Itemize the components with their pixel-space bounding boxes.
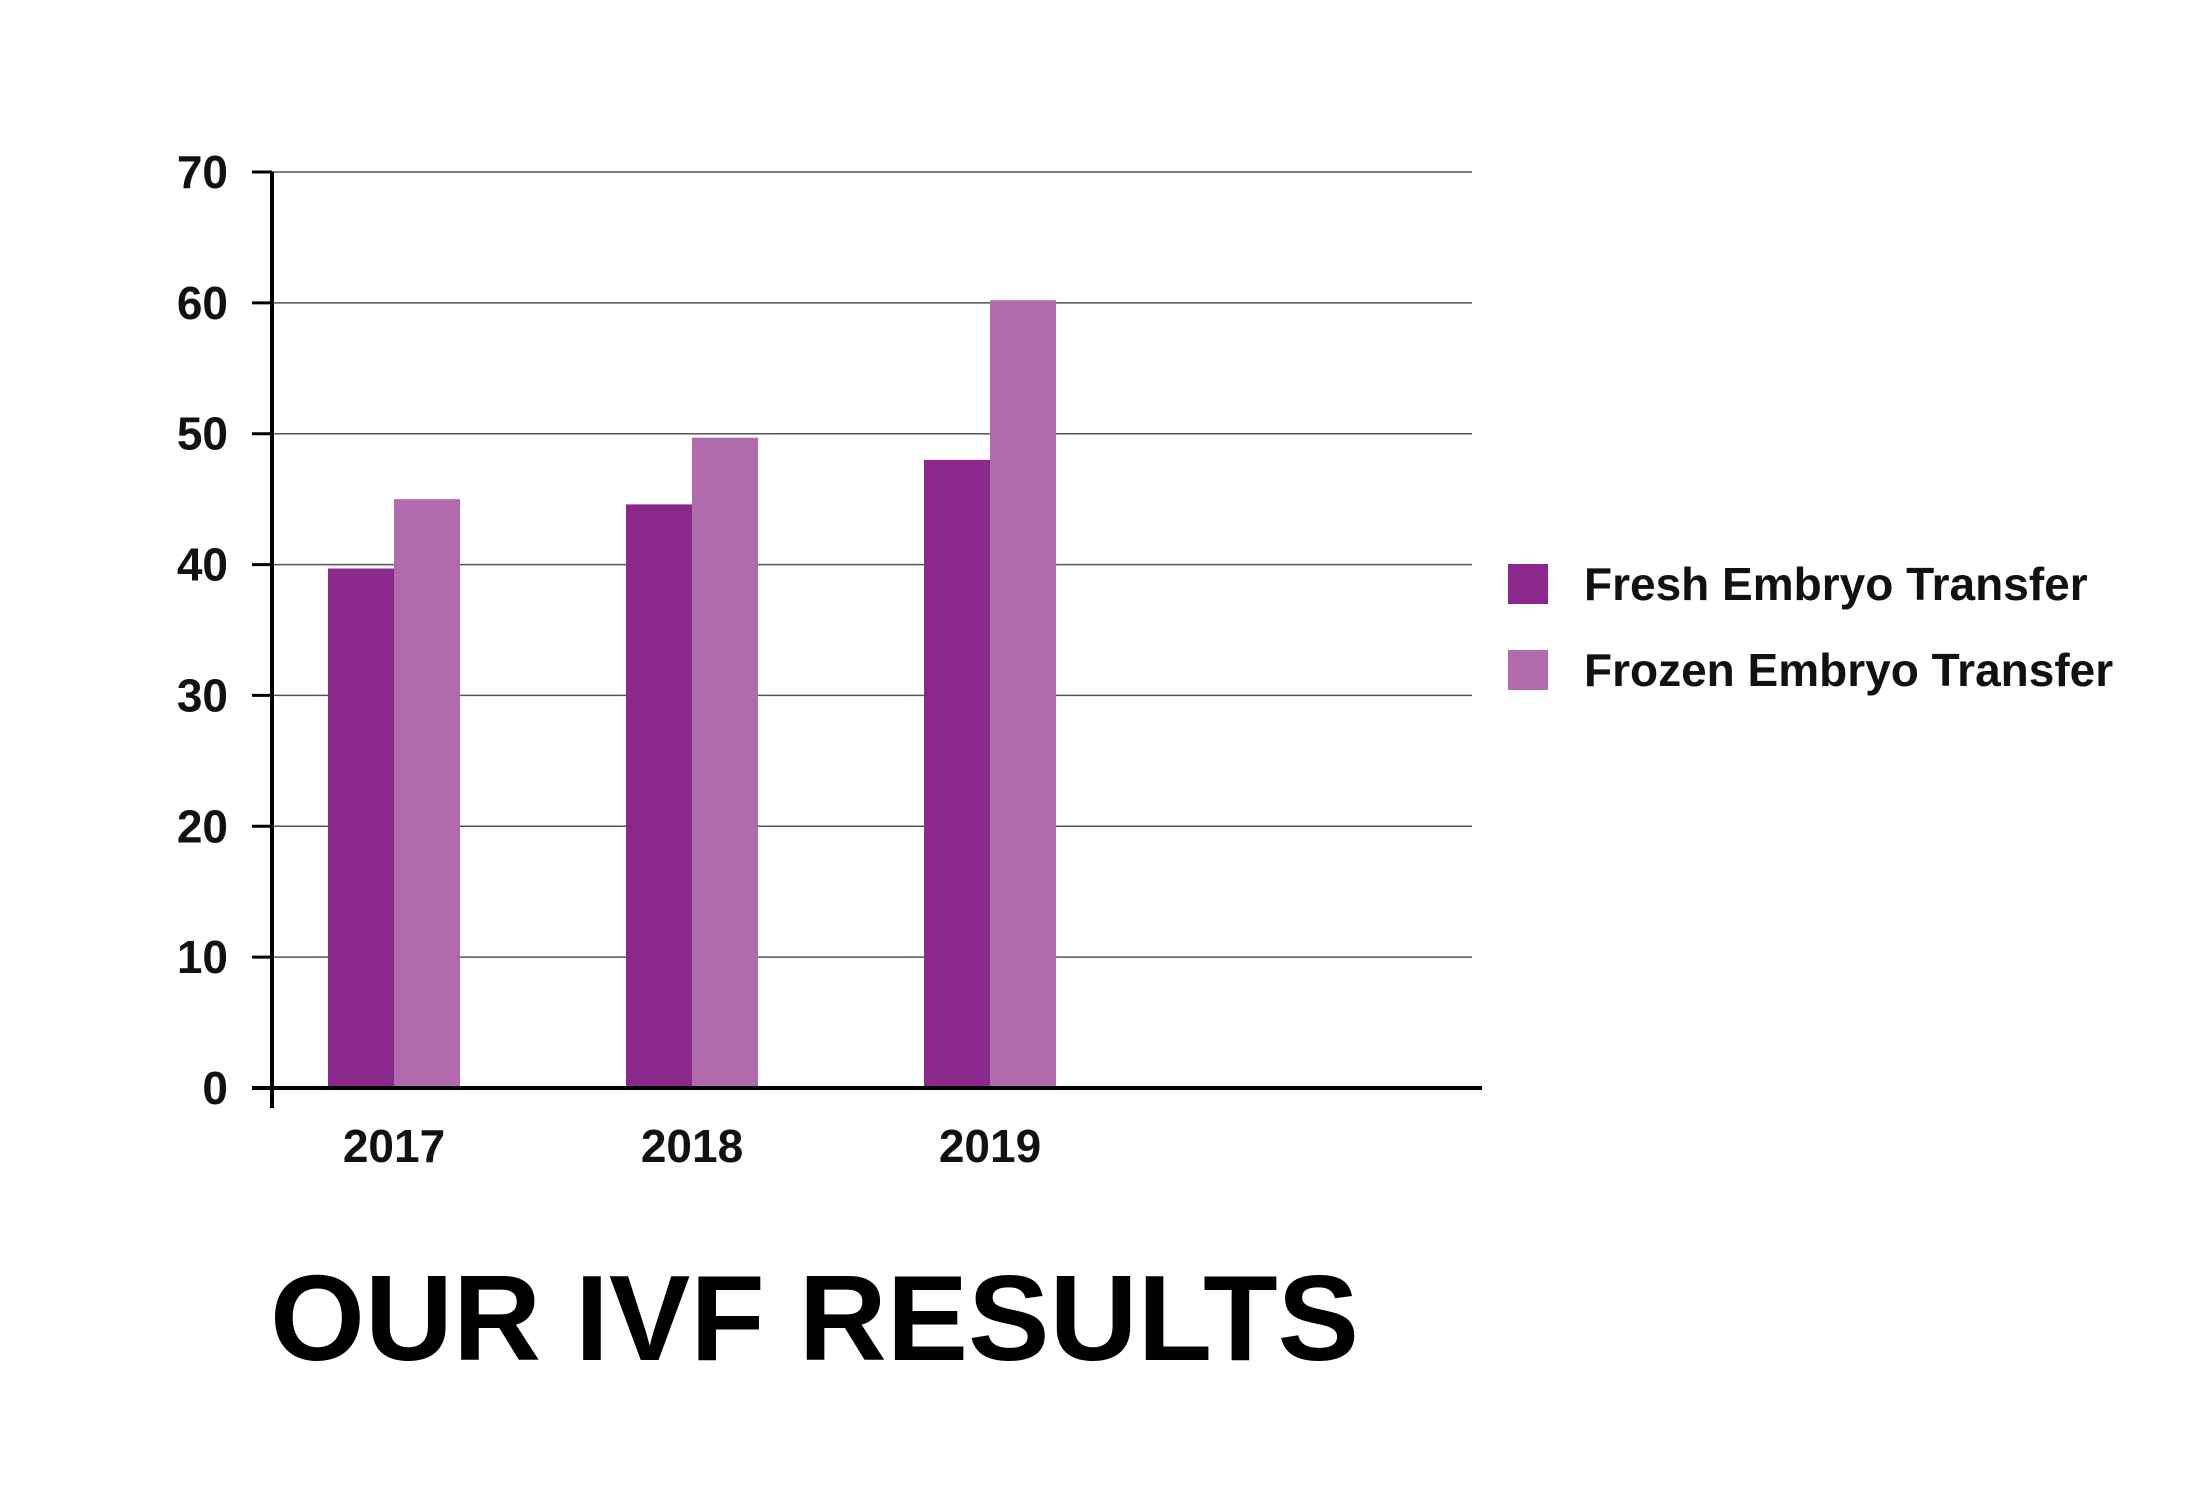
y-tick-label: 40	[177, 539, 228, 591]
y-tick-label: 50	[177, 408, 228, 460]
legend-label: Fresh Embryo Transfer	[1584, 558, 2088, 610]
y-tick-label: 70	[177, 146, 228, 198]
x-tick-labels: 2017 2018 2019	[343, 1120, 1041, 1172]
legend-label: Frozen Embryo Transfer	[1584, 644, 2113, 696]
bar-fresh-2017	[328, 568, 394, 1088]
x-tick-label: 2019	[939, 1120, 1041, 1172]
y-tick-label: 60	[177, 277, 228, 329]
y-tick-label: 10	[177, 931, 228, 983]
y-tick-label: 0	[202, 1062, 228, 1114]
y-tick-label: 20	[177, 800, 228, 852]
x-tick-label: 2018	[641, 1120, 743, 1172]
bars	[328, 300, 1056, 1089]
bar-frozen-2017	[394, 499, 460, 1089]
legend: Fresh Embryo Transfer Frozen Embryo Trans…	[1508, 558, 2113, 696]
bar-fresh-2018	[626, 504, 692, 1088]
x-tick-label: 2017	[343, 1120, 445, 1172]
bar-frozen-2019	[990, 300, 1056, 1088]
bar-frozen-2018	[692, 437, 758, 1088]
bar-fresh-2019	[924, 459, 990, 1088]
axes	[252, 170, 1482, 1108]
legend-swatch	[1508, 564, 1548, 604]
chart-title: OUR IVF RESULTS	[270, 1250, 1359, 1386]
legend-swatch	[1508, 650, 1548, 690]
y-tick-label: 30	[177, 669, 228, 721]
y-tick-labels: 0 10 20 30 40 50 60 70	[177, 146, 228, 1114]
grid-lines	[252, 171, 1472, 959]
